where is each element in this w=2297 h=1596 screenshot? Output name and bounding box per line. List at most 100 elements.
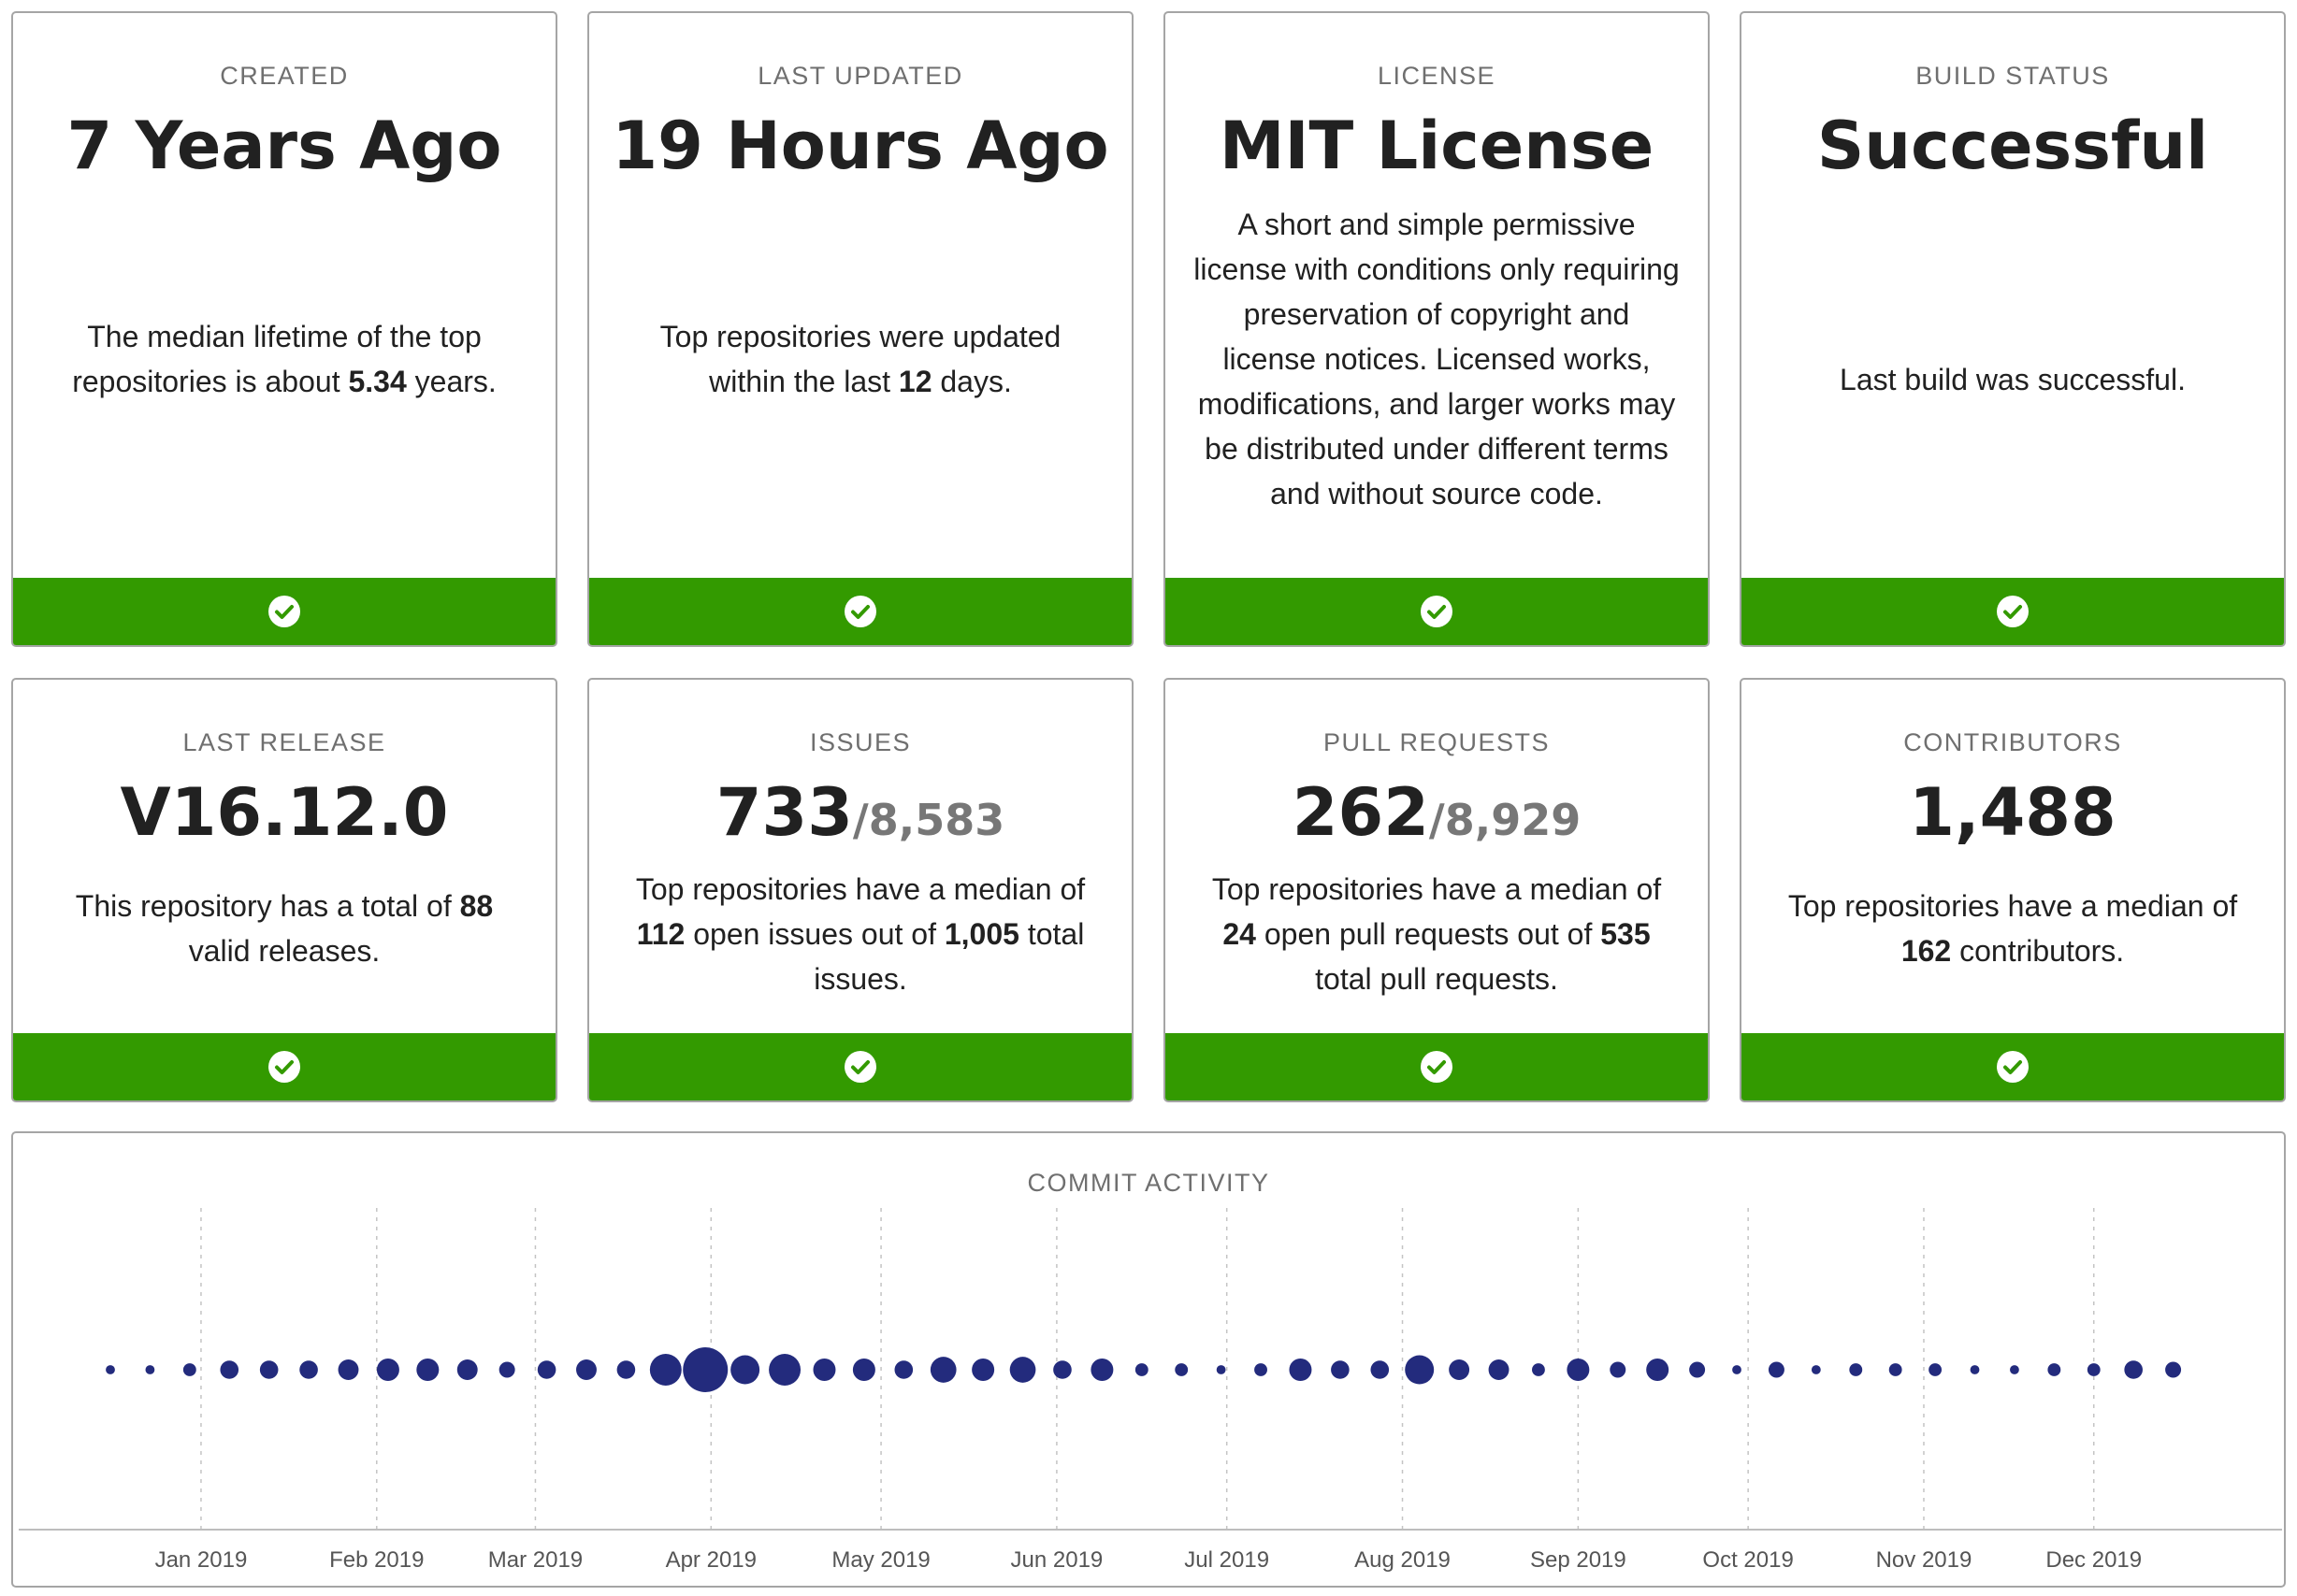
commit-week-dot[interactable] <box>813 1359 836 1381</box>
card-description: Top repositories were updated within the… <box>623 314 1098 404</box>
commit-week-dot[interactable] <box>972 1359 995 1381</box>
check-circle-icon <box>1421 1051 1452 1083</box>
check-circle-icon <box>1997 596 2029 627</box>
commit-week-dot[interactable] <box>1732 1365 1741 1374</box>
pull-requests-card: PULL REQUESTS 262/8,929 Top repositories… <box>1163 678 1710 1102</box>
commit-week-dot[interactable] <box>498 1361 515 1378</box>
desc-value: 112 <box>636 917 686 951</box>
status-bar <box>589 1033 1132 1100</box>
check-circle-icon <box>268 596 300 627</box>
desc-text: Last build was successful. <box>1840 363 2186 396</box>
commit-week-dot[interactable] <box>1289 1359 1312 1381</box>
commit-week-dot[interactable] <box>1009 1357 1036 1383</box>
commit-week-dot[interactable] <box>1689 1361 1706 1378</box>
commit-week-dot[interactable] <box>852 1359 875 1381</box>
desc-text: Top repositories were updated within the… <box>659 320 1062 398</box>
x-tick-label: Mar 2019 <box>488 1547 583 1573</box>
x-tick-label: Feb 2019 <box>329 1547 424 1573</box>
card-value: V16.12.0 <box>120 774 449 851</box>
commit-week-dot[interactable] <box>2047 1363 2061 1376</box>
desc-value: 88 <box>459 889 494 923</box>
commit-week-dot[interactable] <box>1970 1365 1980 1374</box>
desc-text: This repository has a total of <box>75 889 460 923</box>
commit-week-dot[interactable] <box>338 1359 359 1380</box>
card-value: 7 Years Ago <box>66 108 502 184</box>
card-label: CREATED <box>220 62 349 90</box>
desc-text: A short and simple permissive license wi… <box>1193 208 1680 510</box>
commit-week-dot[interactable] <box>1567 1359 1590 1381</box>
commit-week-dot[interactable] <box>1610 1361 1626 1378</box>
desc-text: Top repositories have a median of <box>1211 872 1662 906</box>
check-circle-icon <box>845 596 876 627</box>
status-bar <box>1741 1033 2284 1100</box>
commit-week-dot[interactable] <box>576 1359 597 1380</box>
status-bar <box>589 578 1132 645</box>
x-tick-label: Jun 2019 <box>1011 1547 1104 1573</box>
commit-week-dot[interactable] <box>1888 1363 1902 1376</box>
commit-week-dot[interactable] <box>2087 1363 2101 1376</box>
card-description: The median lifetime of the top repositor… <box>47 314 522 404</box>
commit-week-dot[interactable] <box>259 1360 279 1379</box>
commit-week-dot[interactable] <box>1254 1363 1267 1376</box>
commit-week-dot[interactable] <box>1134 1363 1148 1376</box>
desc-value: 5.34 <box>348 365 407 398</box>
commit-week-dot[interactable] <box>1370 1360 1390 1379</box>
commit-week-dot[interactable] <box>769 1354 802 1386</box>
commit-week-dot[interactable] <box>1532 1363 1545 1376</box>
desc-value: 162 <box>1900 934 1952 968</box>
commit-week-dot[interactable] <box>2124 1360 2143 1379</box>
card-label: ISSUES <box>809 728 912 756</box>
desc-text: open issues out of <box>685 917 945 951</box>
x-tick-label: Aug 2019 <box>1354 1547 1451 1573</box>
commit-week-dot[interactable] <box>1175 1363 1189 1376</box>
commit-week-dot[interactable] <box>145 1365 155 1374</box>
check-circle-icon <box>1997 1051 2029 1083</box>
commit-week-dot[interactable] <box>1811 1365 1821 1374</box>
check-circle-icon <box>845 1051 876 1083</box>
commit-week-dot[interactable] <box>376 1359 399 1381</box>
card-label: LICENSE <box>1377 62 1496 90</box>
commit-week-dot[interactable] <box>456 1359 478 1380</box>
commit-week-dot[interactable] <box>1646 1359 1669 1381</box>
commit-week-dot[interactable] <box>649 1354 682 1386</box>
card-description: Top repositories have a median of 112 op… <box>623 867 1098 1001</box>
commit-week-dot[interactable] <box>616 1360 636 1379</box>
commit-week-dot[interactable] <box>1449 1359 1470 1380</box>
card-value: 1,488 <box>1909 774 2116 851</box>
commit-week-dot[interactable] <box>2010 1365 2019 1374</box>
commit-week-dot[interactable] <box>1053 1360 1072 1379</box>
commit-week-dot[interactable] <box>1929 1363 1943 1376</box>
desc-text: years. <box>406 365 497 398</box>
commit-week-dot[interactable] <box>1091 1359 1114 1381</box>
desc-text: Top repositories have a median of <box>1787 889 2238 923</box>
status-bar <box>1165 578 1708 645</box>
commit-week-dot[interactable] <box>220 1360 239 1379</box>
commit-week-dot[interactable] <box>2165 1361 2182 1378</box>
check-circle-icon <box>268 1051 300 1083</box>
commit-week-dot[interactable] <box>1488 1359 1510 1380</box>
commit-week-dot[interactable] <box>1405 1355 1435 1385</box>
x-tick-label: Nov 2019 <box>1876 1547 1972 1573</box>
card-label: PULL REQUESTS <box>1322 728 1551 756</box>
desc-text: open pull requests out of <box>1255 917 1601 951</box>
desc-value: 1,005 <box>944 917 1019 951</box>
commit-week-dot[interactable] <box>894 1360 914 1379</box>
commit-week-dot[interactable] <box>683 1347 729 1392</box>
commit-week-dot[interactable] <box>299 1360 318 1379</box>
desc-value: 535 <box>1600 917 1651 951</box>
commit-week-dot[interactable] <box>930 1357 957 1383</box>
commit-week-dot[interactable] <box>416 1359 440 1381</box>
commit-week-dot[interactable] <box>537 1360 556 1379</box>
commit-week-dot[interactable] <box>1849 1363 1863 1376</box>
commit-week-dot[interactable] <box>1768 1361 1784 1378</box>
commit-week-dot[interactable] <box>106 1365 115 1374</box>
created-card: CREATED 7 Years Ago The median lifetime … <box>11 11 557 647</box>
commit-week-dot[interactable] <box>1331 1360 1350 1379</box>
commit-week-dot[interactable] <box>182 1363 196 1376</box>
commit-activity-chart: Jan 2019 Feb 2019 Mar 2019 Apr 2019 May 2019… <box>19 1208 2282 1573</box>
card-label: BUILD STATUS <box>1915 62 2110 90</box>
chart-title: COMMIT ACTIVITY <box>1027 1169 1270 1197</box>
desc-value: 12 <box>898 365 932 398</box>
commit-week-dot[interactable] <box>1216 1365 1226 1374</box>
commit-week-dot[interactable] <box>730 1355 760 1385</box>
